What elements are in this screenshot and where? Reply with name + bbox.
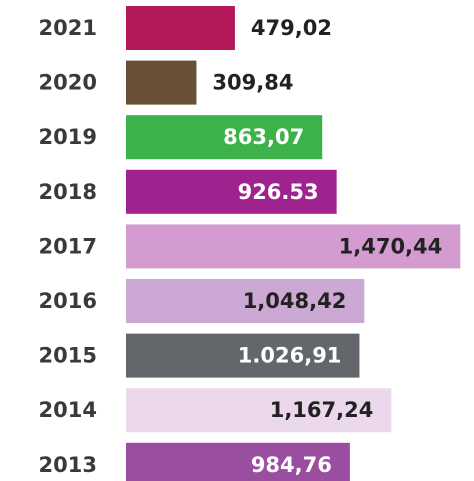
value-label: 309,84 (212, 71, 293, 95)
category-label: 2017 (39, 234, 97, 258)
bar (126, 279, 365, 323)
category-label: 2014 (39, 398, 97, 422)
value-label: 479,02 (251, 16, 332, 40)
value-label: 926.53 (238, 180, 319, 204)
category-label: 2020 (39, 71, 97, 95)
value-label: 984,76 (251, 453, 332, 477)
bar (126, 333, 360, 378)
value-label: 1,167,24 (270, 398, 374, 422)
category-label: 2019 (39, 125, 97, 149)
value-label: 1,470,44 (339, 234, 443, 258)
bar (126, 115, 323, 160)
category-label: 2016 (39, 289, 97, 313)
value-label: 1.026,91 (238, 344, 342, 368)
bar (126, 388, 392, 433)
category-label: 2021 (39, 16, 97, 40)
bar (126, 169, 337, 214)
bar (126, 6, 235, 50)
bar (126, 224, 461, 269)
category-label: 2015 (39, 344, 97, 368)
bar (126, 60, 197, 105)
value-label: 1,048,42 (243, 289, 347, 313)
category-label: 2018 (39, 180, 97, 204)
value-label: 863,07 (223, 125, 304, 149)
bar (126, 442, 350, 481)
category-label: 2013 (39, 453, 97, 477)
